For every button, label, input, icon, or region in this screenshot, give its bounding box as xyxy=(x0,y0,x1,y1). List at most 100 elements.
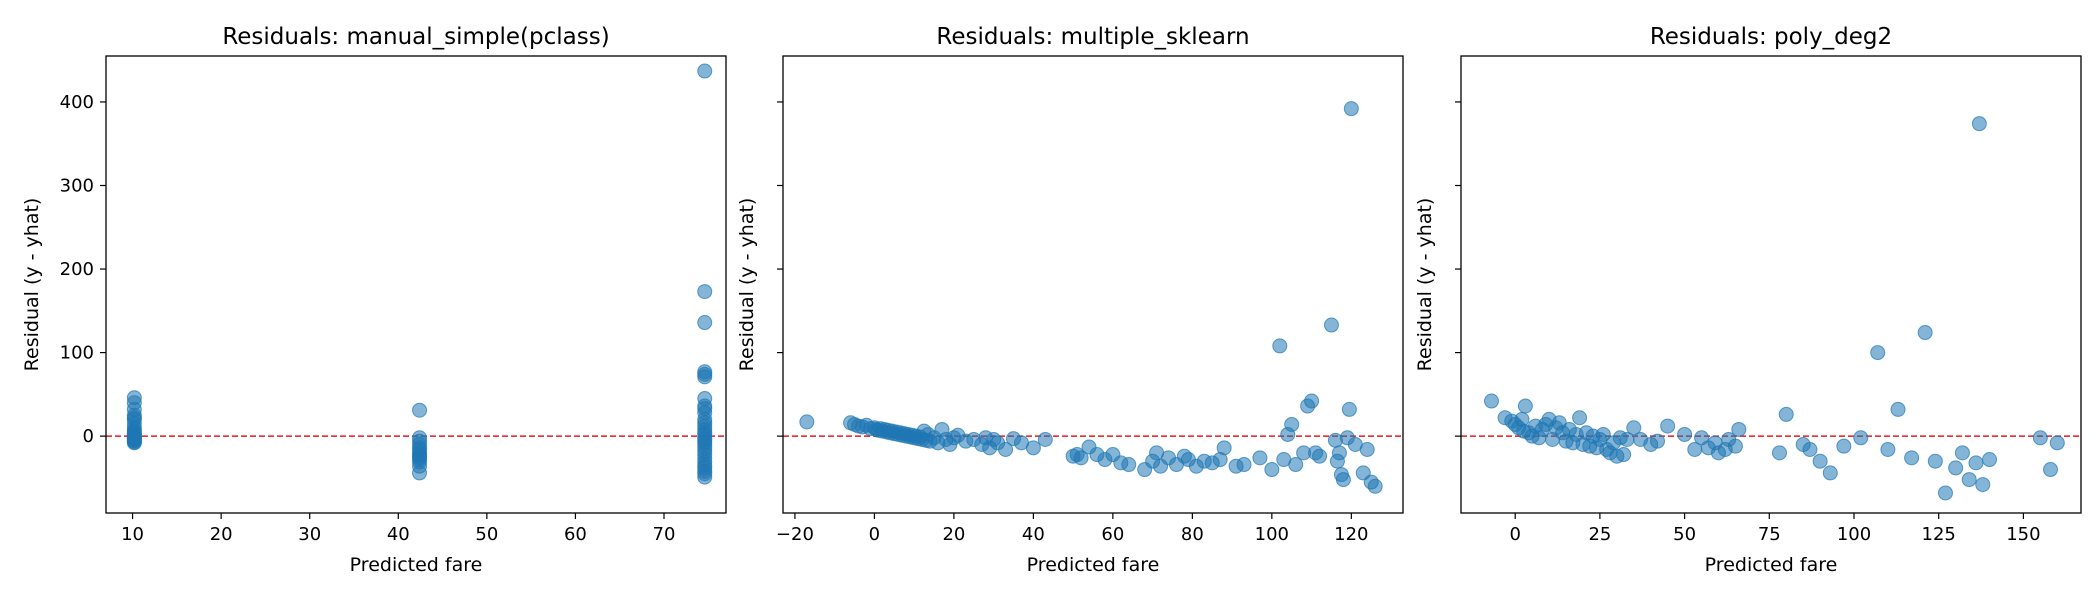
data-point xyxy=(412,465,428,481)
x-axis-label: Predicted fare xyxy=(350,554,483,576)
data-point xyxy=(1982,452,1998,468)
data-point xyxy=(1890,401,1906,417)
y-tick-label: 300 xyxy=(60,175,94,196)
x-tick-label: −20 xyxy=(776,524,814,545)
data-point xyxy=(1284,416,1300,432)
data-point xyxy=(1312,448,1328,464)
data-point xyxy=(1616,447,1632,463)
data-point xyxy=(1731,421,1747,437)
data-point xyxy=(697,469,713,485)
data-point xyxy=(126,410,142,426)
y-tick-label: 200 xyxy=(60,259,94,280)
data-point xyxy=(1037,431,1053,447)
data-point xyxy=(1677,426,1693,442)
data-point xyxy=(1917,325,1933,341)
data-point xyxy=(1572,410,1588,426)
data-point xyxy=(1836,438,1852,454)
chart-panel-2: −20 0 20 40 60 80 100 120 Residuals: multiple_sk… xyxy=(736,24,1404,576)
y-tick-label: 400 xyxy=(60,92,94,113)
plot-frame xyxy=(105,55,727,514)
data-point xyxy=(1323,317,1339,333)
data-point xyxy=(1771,445,1787,461)
x-tick-label: 40 xyxy=(387,524,410,545)
x-tick-label: 100 xyxy=(1837,524,1871,545)
data-point xyxy=(1650,433,1666,449)
data-point xyxy=(1954,445,1970,461)
x-tick-label: 25 xyxy=(1588,524,1611,545)
data-point xyxy=(1870,345,1886,361)
y-axis-label: Residual (y - yhat) xyxy=(1414,198,1436,372)
data-point xyxy=(1288,457,1304,473)
data-point xyxy=(412,402,428,418)
data-point xyxy=(1626,420,1642,436)
data-point xyxy=(1264,462,1280,478)
x-tick-label: 40 xyxy=(1022,524,1045,545)
x-tick-label: 125 xyxy=(1922,524,1956,545)
data-point xyxy=(1968,455,1984,471)
data-point xyxy=(1252,450,1268,466)
data-point xyxy=(799,414,815,430)
chart-title: Residuals: poly_deg2 xyxy=(1650,24,1892,50)
data-point xyxy=(1073,450,1089,466)
x-axis-label: Predicted fare xyxy=(1705,554,1838,576)
x-tick-label: 10 xyxy=(121,524,144,545)
x-tick-label: 75 xyxy=(1758,524,1781,545)
scatter-points xyxy=(1483,116,2065,501)
data-point xyxy=(1121,457,1137,473)
plot-frame xyxy=(1460,55,2082,514)
data-point xyxy=(1802,442,1818,458)
x-axis-label: Predicted fare xyxy=(1027,554,1160,576)
data-point xyxy=(2043,462,2059,478)
chart-panel-3: 0 25 50 75 100 125 150 Residuals: poly_deg2 Pred… xyxy=(1414,24,2082,576)
data-point xyxy=(1727,438,1743,454)
data-point xyxy=(1948,460,1964,476)
data-point xyxy=(1025,440,1041,456)
data-point xyxy=(1236,457,1252,473)
x-tick-label: 80 xyxy=(1181,524,1204,545)
scatter-points xyxy=(799,101,1383,494)
data-point xyxy=(1927,453,1943,469)
x-tick-label: 120 xyxy=(1334,524,1368,545)
data-point xyxy=(1822,465,1838,481)
data-point xyxy=(126,430,142,446)
data-point xyxy=(697,369,713,385)
x-tick-label: 0 xyxy=(1509,524,1520,545)
data-point xyxy=(1367,478,1383,494)
y-tick-label: 100 xyxy=(60,343,94,364)
data-point xyxy=(998,442,1014,458)
data-point xyxy=(697,284,713,300)
plot-frame xyxy=(782,55,1404,514)
x-tick-label: 30 xyxy=(298,524,321,545)
data-point xyxy=(1343,101,1359,117)
chart-title: Residuals: manual_simple(pclass) xyxy=(222,24,609,50)
data-point xyxy=(1961,472,1977,488)
data-point xyxy=(1880,442,1896,458)
x-tick-label: 60 xyxy=(564,524,587,545)
data-point xyxy=(1660,418,1676,434)
x-tick-label: 150 xyxy=(2006,524,2040,545)
x-tick-label: 0 xyxy=(869,524,880,545)
data-point xyxy=(2049,435,2065,451)
x-tick-label: 20 xyxy=(942,524,965,545)
y-axis-label: Residual (y - yhat) xyxy=(736,198,758,372)
chart-panel-1: 10 20 30 40 50 60 70 0 100 200 300 400 Residuals: ma… xyxy=(21,24,727,576)
data-point xyxy=(1517,398,1533,414)
data-point xyxy=(1272,338,1288,354)
data-point xyxy=(1778,406,1794,422)
x-tick-label: 50 xyxy=(1673,524,1696,545)
data-point xyxy=(1904,450,1920,466)
data-point xyxy=(1483,393,1499,409)
x-tick-label: 20 xyxy=(210,524,233,545)
data-point xyxy=(697,63,713,79)
y-axis-label: Residual (y - yhat) xyxy=(21,198,43,372)
data-point xyxy=(1812,453,1828,469)
data-point xyxy=(1359,442,1375,458)
data-point xyxy=(697,315,713,331)
x-tick-label: 50 xyxy=(475,524,498,545)
data-point xyxy=(1304,393,1320,409)
data-point xyxy=(1216,440,1232,456)
data-point xyxy=(1975,477,1991,493)
data-point xyxy=(1595,426,1611,442)
